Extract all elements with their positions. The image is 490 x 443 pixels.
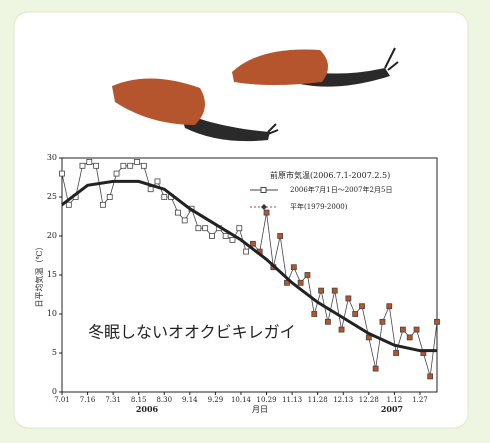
- data-point: [386, 303, 393, 310]
- data-point: [65, 201, 72, 208]
- data-point: [311, 311, 318, 317]
- data-point: [79, 162, 86, 169]
- x-tick-label: 10.14: [231, 396, 252, 404]
- x-tick-label: 11.13: [282, 396, 302, 404]
- data-point: [222, 233, 229, 239]
- data-point: [120, 162, 127, 169]
- data-point: [325, 318, 331, 325]
- data-point: [297, 279, 304, 286]
- data-point: [59, 170, 65, 177]
- data-point: [277, 233, 284, 239]
- x-tick-label: 12.28: [359, 396, 379, 404]
- data-point: [290, 264, 297, 271]
- data-point: [236, 225, 243, 232]
- data-point: [181, 217, 188, 224]
- series-line: [61, 179, 437, 353]
- data-point: [134, 158, 140, 165]
- data-point: [113, 170, 120, 177]
- data-point: [413, 326, 420, 333]
- data-point: [318, 287, 324, 294]
- data-point: [161, 194, 168, 200]
- data-point: [331, 287, 338, 294]
- data-point: [338, 326, 345, 333]
- snail-right: [232, 47, 399, 87]
- data-point: [229, 236, 236, 243]
- data-point: [359, 303, 365, 310]
- data-point: [209, 233, 215, 239]
- legend-title: 前原市気温(2006.7.1-2007.2.5): [270, 170, 390, 180]
- x-tick-label: 9.29: [208, 396, 224, 404]
- data-point: [263, 209, 270, 216]
- x-tick-label: 10.29: [257, 396, 277, 404]
- x-tick-label: 7.31: [105, 396, 121, 404]
- y-tick-label: 20: [47, 231, 57, 240]
- year-label: 2006: [136, 404, 159, 414]
- y-tick-label: 10: [47, 309, 57, 318]
- x-tick-label: 11.28: [308, 396, 328, 404]
- y-tick-label: 25: [47, 192, 57, 201]
- data-point: [195, 225, 202, 232]
- data-point: [345, 295, 352, 302]
- data-point: [106, 194, 113, 200]
- x-tick-label: 1.12: [387, 396, 403, 404]
- data-point: [175, 209, 181, 216]
- data-point: [434, 318, 440, 325]
- data-point: [284, 279, 290, 286]
- y-tick-label: 15: [47, 270, 57, 279]
- snail-left: [112, 78, 279, 142]
- x-tick-label: 7.01: [54, 396, 70, 404]
- data-point: [372, 365, 379, 372]
- y-tick-label: 30: [47, 153, 57, 162]
- x-tick-label: 8.30: [156, 396, 172, 404]
- x-axis-label: 月日: [252, 405, 268, 414]
- legend-marker: [261, 204, 267, 210]
- data-point: [250, 240, 256, 247]
- data-point: [93, 162, 99, 169]
- annotation: 冬眠しないオオクビキレガイ: [88, 323, 296, 342]
- data-point: [304, 272, 311, 278]
- legend-label: 2006年7月1日～2007年2月5日: [290, 185, 392, 194]
- data-point: [100, 201, 106, 208]
- y-tick-label: 0: [52, 387, 57, 396]
- data-point: [86, 158, 93, 165]
- data-point: [202, 225, 209, 232]
- y-axis-label: 日平均気温（℃）: [34, 243, 44, 308]
- data-point: [400, 326, 406, 333]
- x-tick-label: 7.16: [80, 396, 96, 404]
- x-tick-label: 1.27: [412, 396, 428, 404]
- year-label: 2007: [381, 404, 403, 414]
- legend-label: 平年(1979-2000): [290, 202, 348, 211]
- data-point: [352, 311, 359, 317]
- legend-marker: [260, 187, 267, 193]
- data-point: [154, 178, 161, 185]
- data-point: [243, 248, 249, 255]
- data-point: [140, 162, 147, 169]
- x-tick-label: 12.13: [333, 396, 353, 404]
- x-tick-label: 9.14: [182, 396, 198, 404]
- x-tick-label: 8.15: [131, 396, 147, 404]
- data-point: [127, 162, 134, 169]
- data-point: [379, 318, 386, 325]
- data-point: [393, 350, 399, 356]
- data-point: [427, 373, 434, 380]
- y-tick-label: 5: [52, 348, 57, 357]
- data-point: [406, 334, 413, 341]
- data-point: [147, 186, 154, 193]
